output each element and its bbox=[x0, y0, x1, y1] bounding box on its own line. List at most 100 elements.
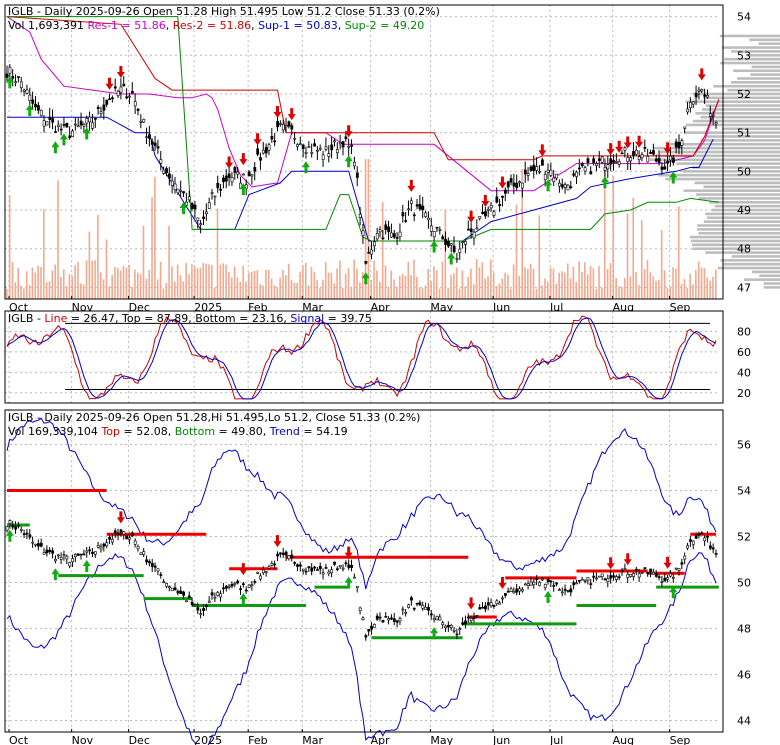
x-tick-mar: Mar bbox=[302, 734, 323, 745]
price-candle-body bbox=[703, 94, 707, 97]
volume-bar bbox=[672, 267, 674, 299]
trend-header-line1-part-0: IGLB - Daily 2025-09-26 Open 51.28,Hi 51… bbox=[8, 411, 420, 424]
volume-bar bbox=[77, 261, 79, 299]
trend-candle-body bbox=[597, 575, 601, 578]
volume-bar bbox=[706, 277, 709, 299]
volume-bar bbox=[695, 270, 697, 299]
price-candle-body bbox=[597, 158, 601, 161]
price-candle-body bbox=[404, 220, 408, 222]
price-header-line2-part-2: , bbox=[166, 19, 173, 32]
trend-up-arrow bbox=[430, 627, 439, 640]
trend-header-line2-part-0: Vol 169,339,104 bbox=[8, 425, 101, 438]
price-candle-body bbox=[666, 160, 670, 164]
trend-candle-body bbox=[643, 567, 647, 569]
volume-bar bbox=[62, 269, 65, 299]
trend-candle-body bbox=[637, 573, 641, 578]
trend-candle-body bbox=[683, 555, 687, 560]
trend-candle-body bbox=[375, 615, 379, 620]
price-candle-body bbox=[475, 227, 479, 230]
volume-bar bbox=[575, 281, 578, 299]
volume-bar bbox=[344, 273, 347, 299]
trend-y-ticks: 56 54 52 50 48 46 44 bbox=[737, 439, 751, 728]
volume-bar bbox=[484, 278, 486, 299]
volume-bar bbox=[715, 269, 717, 299]
price-candle-body bbox=[501, 195, 504, 198]
volume-bar bbox=[376, 270, 378, 299]
trend-candle-body bbox=[293, 562, 297, 564]
trend-candle-body bbox=[327, 571, 331, 575]
price-candle-body bbox=[526, 173, 530, 176]
trend-candle-body bbox=[105, 542, 109, 547]
price-down-arrow bbox=[344, 125, 353, 138]
price-candle-body bbox=[150, 141, 154, 145]
trend-up-arrow bbox=[51, 568, 60, 581]
price-candle-body bbox=[301, 144, 305, 150]
volume-bar bbox=[666, 288, 669, 299]
trend-candle-body bbox=[387, 618, 391, 621]
trend-candle-body bbox=[535, 578, 539, 580]
price-up-arrow bbox=[5, 76, 14, 89]
trend-candle-body bbox=[464, 620, 467, 625]
volume-bar bbox=[606, 268, 609, 299]
volume-bar bbox=[347, 268, 350, 299]
price-panel-frame bbox=[4, 4, 724, 300]
price-candle-body bbox=[609, 158, 613, 165]
price-down-arrow bbox=[615, 140, 624, 153]
y-tick-53: 53 bbox=[737, 49, 751, 62]
price-candle-body bbox=[185, 201, 188, 206]
volume-bar bbox=[287, 263, 290, 299]
trend-candle-body bbox=[458, 628, 462, 630]
volume-bar bbox=[561, 271, 563, 299]
trend-candle-body bbox=[711, 547, 715, 550]
trend-candle-body bbox=[321, 572, 325, 575]
trend-candle-body bbox=[156, 568, 160, 572]
price-candle-body bbox=[558, 182, 561, 187]
trend-candle-body bbox=[686, 545, 690, 549]
price-candle-body bbox=[182, 191, 186, 194]
volume-bar bbox=[213, 287, 216, 299]
price-candle-body bbox=[219, 188, 223, 191]
price-candle-body bbox=[415, 204, 419, 207]
trend-candle-body bbox=[583, 579, 587, 582]
trend-candle-body bbox=[392, 618, 396, 622]
y-tick-80: 80 bbox=[737, 325, 751, 338]
trend-candle-body bbox=[318, 565, 322, 570]
trend-candle-body bbox=[330, 569, 334, 574]
volume-bar bbox=[319, 287, 321, 299]
price-up-arrow bbox=[430, 240, 439, 253]
trend-candle-body bbox=[139, 552, 143, 555]
price-candle-body bbox=[205, 211, 208, 215]
trend-candle-body bbox=[74, 554, 77, 557]
trend-candle-body bbox=[333, 561, 336, 565]
volume-bar bbox=[80, 283, 82, 299]
volume-bar bbox=[74, 265, 76, 299]
line-res-2 bbox=[6, 16, 720, 161]
volume-bar bbox=[173, 281, 176, 299]
trend-candle-body bbox=[82, 553, 86, 556]
volume-profile-bar bbox=[731, 255, 780, 258]
price-candle-body bbox=[506, 181, 510, 188]
y-tick-48: 48 bbox=[737, 623, 751, 636]
trend-candle-body bbox=[370, 626, 373, 630]
price-candle-body bbox=[711, 114, 715, 117]
price-candle-body bbox=[643, 147, 647, 149]
volume-bar bbox=[322, 279, 324, 299]
volume-bar bbox=[509, 288, 512, 299]
price-up-arrow bbox=[239, 183, 248, 196]
volume-bar bbox=[669, 286, 672, 299]
price-candle-body bbox=[589, 171, 593, 175]
volume-profile-bar bbox=[721, 46, 780, 49]
volume-profile bbox=[649, 34, 780, 289]
trend-candle-body bbox=[239, 588, 242, 590]
price-up-arrow bbox=[59, 133, 68, 146]
volume-bar bbox=[236, 277, 239, 299]
y-tick-46: 46 bbox=[737, 669, 751, 682]
trend-candle-body bbox=[555, 582, 559, 585]
volume-bar bbox=[233, 266, 236, 299]
trend-candle-body bbox=[102, 543, 106, 547]
trend-candle-body bbox=[56, 554, 60, 557]
volume-bar bbox=[655, 280, 657, 299]
price-candle-body bbox=[284, 125, 288, 128]
price-candle-body bbox=[270, 136, 274, 140]
trend-candle-body bbox=[378, 616, 382, 619]
